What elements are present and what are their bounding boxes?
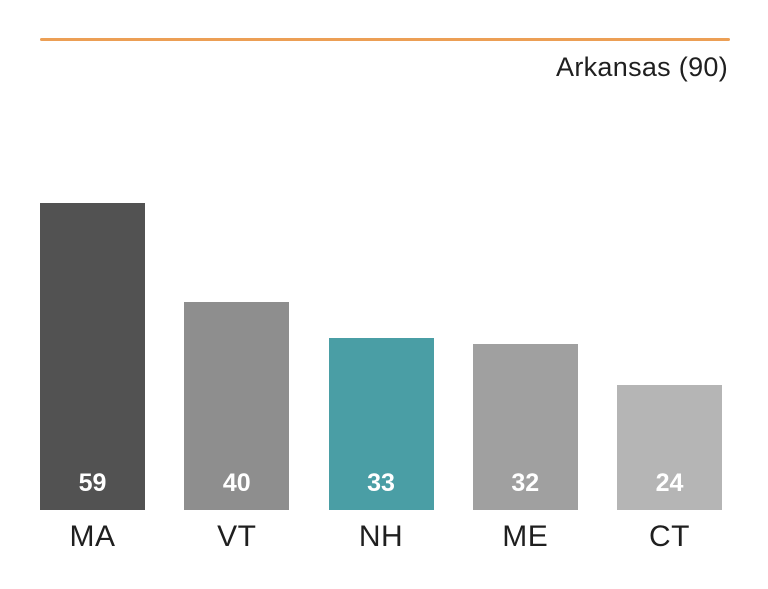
category-label: MA [69,520,116,553]
chart-title: Arkansas (90) [556,52,728,82]
bar-value-label: 33 [367,469,395,497]
bar-chart: 59 MA 40 VT 33 NH 32 ME 24 CT [40,198,722,553]
bar-column-ma: 59 MA [40,198,145,553]
bar-column-me: 32 ME [472,198,578,553]
category-label: CT [649,520,690,553]
category-label: VT [217,520,257,553]
bar-nh: 33 [328,338,434,510]
category-label: NH [358,520,404,553]
bar-me: 32 [472,344,578,510]
bar-ma: 59 [40,203,145,510]
bar-column-vt: 40 VT [184,198,290,553]
bar-value-label: 32 [511,469,540,497]
bar-column-ct: 24 CT [617,198,722,553]
bar-ct: 24 [617,385,722,510]
bar-value-label: 59 [78,469,107,497]
bar-value-label: 24 [655,469,684,497]
category-label: ME [502,520,549,553]
bar-value-label: 40 [222,469,251,497]
bar-vt: 40 [184,302,290,510]
bar-column-nh: 33 NH [328,198,434,553]
top-rule [40,38,730,41]
